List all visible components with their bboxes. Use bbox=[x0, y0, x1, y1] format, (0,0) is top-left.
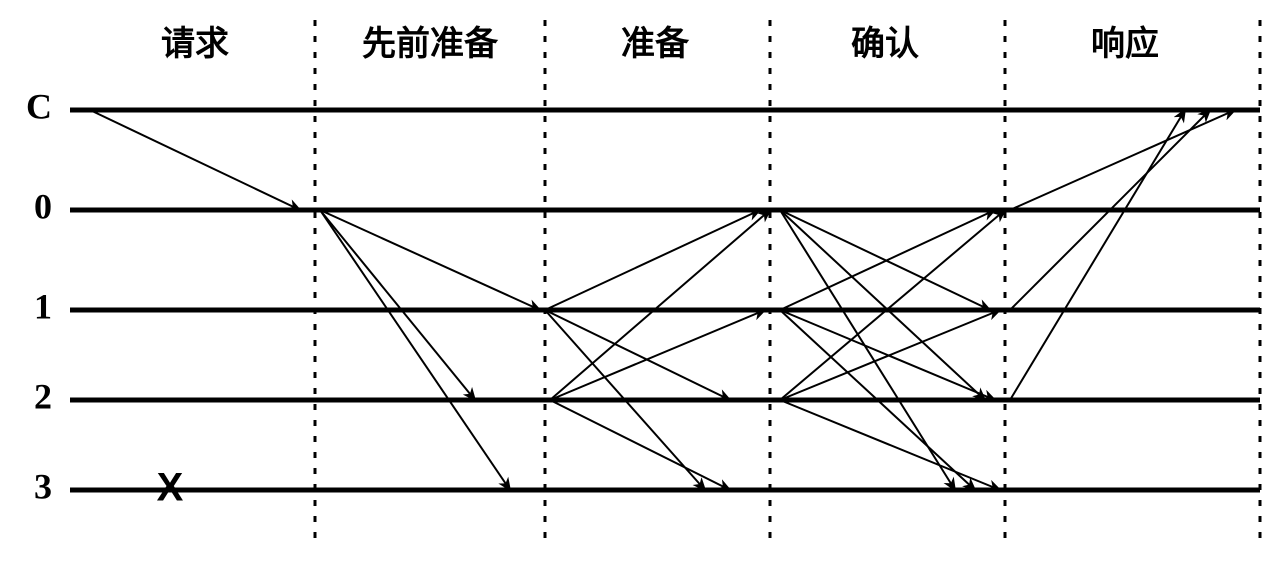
phase-label: 响应 bbox=[1091, 25, 1159, 63]
phase-labels: 请求 先前准备 准备 确认 响应 bbox=[161, 25, 1159, 63]
phase-label: 请求 bbox=[161, 25, 229, 63]
phase-label: 确认 bbox=[851, 25, 919, 63]
lane-label: C bbox=[26, 86, 52, 126]
message-arrow bbox=[780, 400, 1000, 490]
x-mark-icon: X bbox=[157, 466, 184, 510]
lane-label: 0 bbox=[34, 186, 52, 226]
message-arrow bbox=[320, 210, 510, 490]
message-arrow bbox=[1010, 110, 1185, 400]
phase-label: 准备 bbox=[621, 25, 690, 63]
phase-label: 先前准备 bbox=[362, 25, 499, 63]
message-arrow bbox=[550, 310, 765, 400]
sequence-diagram: 请求 先前准备 准备 确认 响应 C 0 1 2 3 X bbox=[0, 0, 1274, 568]
message-arrow bbox=[320, 210, 475, 400]
lane-labels: C 0 1 2 3 bbox=[26, 86, 52, 506]
message-arrow bbox=[90, 110, 300, 210]
message-arrow bbox=[780, 210, 1005, 400]
phase-dividers bbox=[315, 20, 1260, 548]
lane-label: 1 bbox=[34, 286, 52, 326]
message-arrow bbox=[550, 210, 770, 400]
message-arrows bbox=[90, 110, 1235, 490]
message-arrow bbox=[545, 210, 760, 310]
message-arrow bbox=[550, 400, 730, 490]
failure-mark: X bbox=[157, 466, 184, 510]
lane-label: 3 bbox=[34, 466, 52, 506]
message-arrow bbox=[1010, 110, 1235, 210]
message-arrow bbox=[780, 210, 985, 400]
lane-label: 2 bbox=[34, 376, 52, 416]
